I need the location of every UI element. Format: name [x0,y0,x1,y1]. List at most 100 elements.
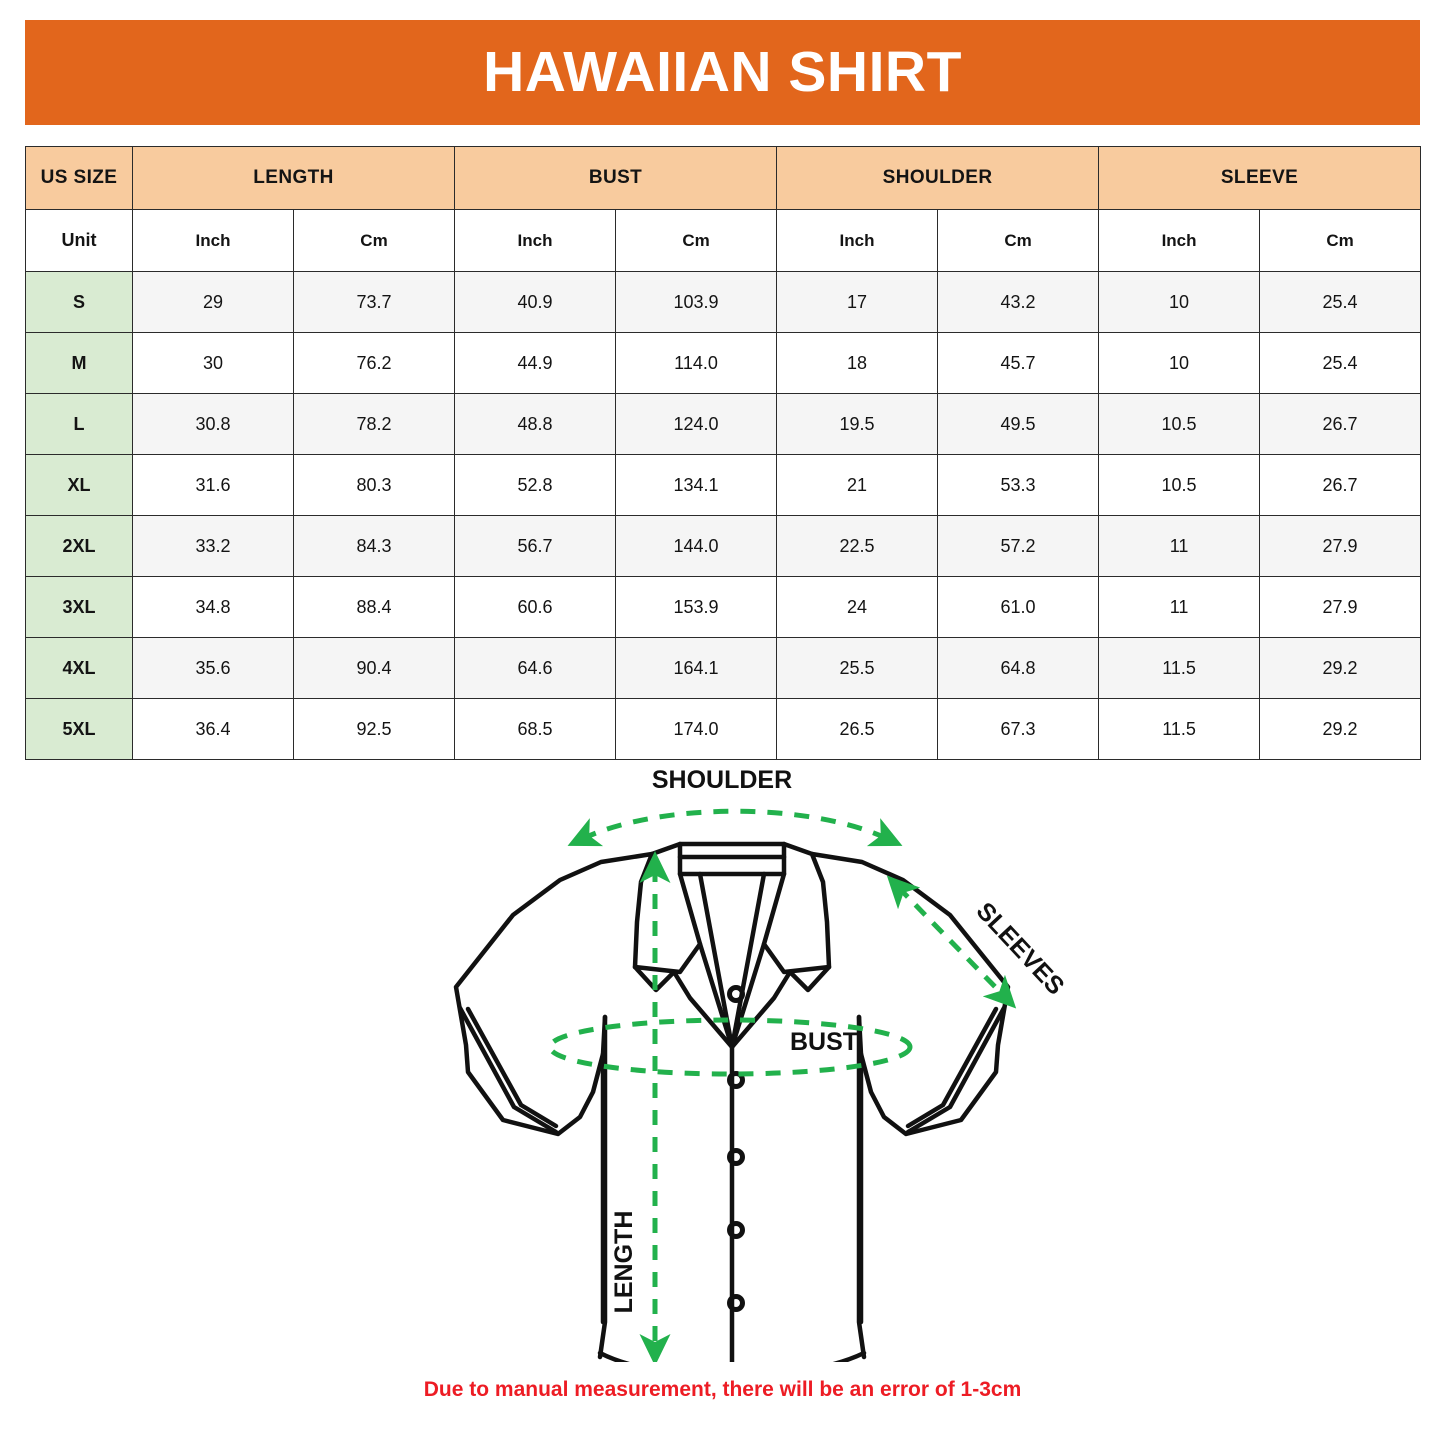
data-cell: 27.9 [1259,576,1422,638]
data-cell: 56.7 [454,515,617,577]
page-title: HAWAIIAN SHIRT [483,40,962,104]
shirt-button [727,1221,745,1239]
data-cell: 29.2 [1259,698,1422,760]
unit-cell-3: Cm [615,209,778,272]
data-cell: 174.0 [615,698,778,760]
header-group-sleeve: SLEEVE [1098,146,1422,210]
size-cell-5xl: 5XL [25,698,133,760]
table-row: XL 31.6 80.3 52.8 134.1 21 53.3 10.5 26.7 [25,454,1422,516]
data-cell: 18 [776,332,939,394]
data-cell: 19.5 [776,393,939,455]
data-cell: 26.5 [776,698,939,760]
data-cell: 90.4 [292,637,456,699]
data-cell: 10 [1098,332,1261,394]
shoulder-measure-arrow [567,808,903,847]
data-cell: 45.7 [937,332,1100,394]
data-cell: 40.9 [454,271,617,333]
unit-cell-1: Cm [292,209,456,272]
sleeves-measure-arrow [886,875,1017,1009]
shirt-button [727,985,745,1003]
data-cell: 34.8 [132,576,294,638]
size-cell-m: M [25,332,133,394]
bust-label: BUST [790,1028,858,1056]
unit-label-cell: Unit [25,209,133,272]
header-group-bust: BUST [454,146,778,210]
data-cell: 29 [132,271,294,333]
data-cell: 11.5 [1098,698,1261,760]
data-cell: 68.5 [454,698,617,760]
data-cell: 144.0 [615,515,778,577]
data-cell: 24 [776,576,939,638]
shirt-button [727,1148,745,1166]
size-cell-l: L [25,393,133,455]
table-row: S 29 73.7 40.9 103.9 17 43.2 10 25.4 [25,271,1422,333]
data-cell: 114.0 [615,332,778,394]
shirt-button [727,1071,745,1089]
data-cell: 33.2 [132,515,294,577]
shirt-diagram: SHOULDER SLEEVES BUST LENGTH [0,762,1445,1362]
data-cell: 88.4 [292,576,456,638]
data-cell: 52.8 [454,454,617,516]
table-row: 4XL 35.6 90.4 64.6 164.1 25.5 64.8 11.5 29.2 [25,637,1422,699]
header-us-size: US SIZE [25,146,133,210]
data-cell: 76.2 [292,332,456,394]
data-cell: 25.4 [1259,332,1422,394]
size-cell-3xl: 3XL [25,576,133,638]
table-row: 2XL 33.2 84.3 56.7 144.0 22.5 57.2 11 27.9 [25,515,1422,577]
size-chart-table: US SIZE LENGTH BUST SHOULDER SLEEVE Unit Inch C… [25,146,1422,760]
data-cell: 26.7 [1259,393,1422,455]
unit-cell-0: Inch [132,209,294,272]
data-cell: 36.4 [132,698,294,760]
data-cell: 22.5 [776,515,939,577]
header-group-shoulder: SHOULDER [776,146,1100,210]
unit-cell-6: Inch [1098,209,1261,272]
table-group-header-row: US SIZE LENGTH BUST SHOULDER SLEEVE [25,146,1422,210]
table-row: L 30.8 78.2 48.8 124.0 19.5 49.5 10.5 26.7 [25,393,1422,455]
data-cell: 25.4 [1259,271,1422,333]
data-cell: 57.2 [937,515,1100,577]
data-cell: 26.7 [1259,454,1422,516]
data-cell: 43.2 [937,271,1100,333]
size-cell-xl: XL [25,454,133,516]
data-cell: 103.9 [615,271,778,333]
shirt-button [727,1294,745,1312]
data-cell: 10.5 [1098,454,1261,516]
data-cell: 30 [132,332,294,394]
data-cell: 17 [776,271,939,333]
data-cell: 10.5 [1098,393,1261,455]
data-cell: 48.8 [454,393,617,455]
data-cell: 21 [776,454,939,516]
table-unit-row: Unit Inch Cm Inch Cm Inch Cm Inch Cm [25,209,1422,272]
data-cell: 153.9 [615,576,778,638]
title-banner: HAWAIIAN SHIRT [25,20,1420,125]
bust-measure-ellipse [547,1017,913,1077]
table-row: 3XL 34.8 88.4 60.6 153.9 24 61.0 11 27.9 [25,576,1422,638]
table-row: M 30 76.2 44.9 114.0 18 45.7 10 25.4 [25,332,1422,394]
shoulder-label: SHOULDER [652,766,792,794]
data-cell: 25.5 [776,637,939,699]
data-cell: 31.6 [132,454,294,516]
data-cell: 30.8 [132,393,294,455]
data-cell: 64.6 [454,637,617,699]
data-cell: 60.6 [454,576,617,638]
data-cell: 84.3 [292,515,456,577]
data-cell: 134.1 [615,454,778,516]
size-cell-2xl: 2XL [25,515,133,577]
data-cell: 10 [1098,271,1261,333]
unit-cell-5: Cm [937,209,1100,272]
data-cell: 29.2 [1259,637,1422,699]
header-group-length: LENGTH [131,146,456,210]
data-cell: 11 [1098,515,1261,577]
unit-cell-7: Cm [1259,209,1422,272]
data-cell: 67.3 [937,698,1100,760]
data-cell: 92.5 [292,698,456,760]
unit-cell-4: Inch [776,209,939,272]
data-cell: 61.0 [937,576,1100,638]
data-cell: 27.9 [1259,515,1422,577]
data-cell: 124.0 [615,393,778,455]
data-cell: 78.2 [292,393,456,455]
unit-cell-2: Inch [454,209,617,272]
sleeves-label: SLEEVES [971,897,1070,1000]
table-row: 5XL 36.4 92.5 68.5 174.0 26.5 67.3 11.5 29.2 [25,698,1422,760]
